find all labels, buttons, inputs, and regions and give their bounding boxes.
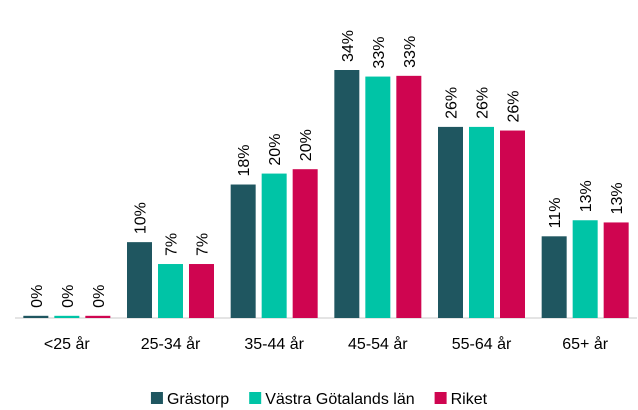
value-label: 11%: [547, 197, 564, 228]
x-tick-label: 55-64 år: [452, 335, 512, 353]
bar: [396, 75, 422, 318]
value-label: 7%: [195, 233, 212, 256]
bar: [334, 70, 360, 318]
bar: [127, 242, 152, 318]
value-label: 13%: [578, 180, 595, 212]
bar: [572, 220, 598, 318]
legend-label: Riket: [451, 391, 488, 408]
value-label: 20%: [298, 129, 315, 161]
value-label: 18%: [236, 144, 253, 176]
value-label: 26%: [444, 87, 461, 119]
bar: [158, 264, 183, 318]
value-label: 13%: [609, 182, 626, 214]
value-label: 34%: [340, 30, 357, 62]
value-label: 10%: [133, 202, 150, 234]
bar: [54, 315, 80, 318]
value-label: 0%: [29, 285, 46, 308]
bar: [292, 169, 318, 318]
value-label: 26%: [506, 91, 523, 123]
bar: [469, 126, 494, 318]
value-label: 26%: [475, 87, 492, 119]
bar: [261, 173, 287, 318]
bar: [23, 315, 49, 318]
bar: [500, 130, 525, 318]
bar: [365, 76, 391, 319]
bar: [230, 184, 256, 318]
legend-label: Västra Götalands län: [265, 391, 414, 408]
value-label: 20%: [267, 134, 284, 166]
legend-swatch: [150, 392, 163, 404]
value-label: 7%: [164, 233, 181, 256]
value-label: 33%: [402, 36, 419, 68]
bar: [85, 315, 111, 318]
x-tick-label: 45-54 år: [348, 335, 408, 353]
value-label: 0%: [60, 285, 77, 308]
legend-swatch: [434, 392, 447, 404]
bar: [438, 126, 463, 318]
x-tick-label: 65+ år: [562, 335, 608, 353]
bar: [603, 222, 629, 318]
legend-swatch: [249, 392, 262, 404]
x-tick-label: <25 år: [44, 335, 90, 353]
x-tick-label: 25-34 år: [141, 335, 201, 353]
bar: [541, 236, 567, 318]
bar: [189, 264, 214, 318]
value-label: 0%: [91, 285, 108, 308]
value-label: 33%: [371, 37, 388, 69]
x-tick-label: 35-44 år: [244, 335, 304, 353]
legend-label: Grästorp: [167, 391, 229, 408]
